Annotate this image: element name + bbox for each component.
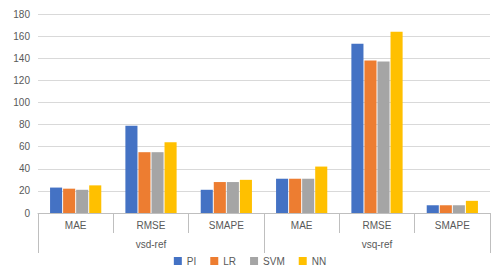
svg-text:RMSE: RMSE	[137, 220, 166, 231]
svg-text:LR: LR	[223, 256, 236, 267]
svg-text:80: 80	[19, 119, 31, 130]
svg-text:SVM: SVM	[263, 256, 285, 267]
svg-text:60: 60	[19, 141, 31, 152]
svg-text:RMSE: RMSE	[363, 220, 392, 231]
svg-text:20: 20	[19, 185, 31, 196]
svg-text:140: 140	[13, 53, 30, 64]
svg-text:NN: NN	[312, 256, 326, 267]
svg-text:120: 120	[13, 75, 30, 86]
svg-text:PI: PI	[187, 256, 196, 267]
svg-text:100: 100	[13, 97, 30, 108]
svg-text:SMAPE: SMAPE	[435, 220, 470, 231]
svg-text:0: 0	[24, 208, 30, 219]
svg-text:vsd-ref: vsd-ref	[136, 239, 167, 250]
svg-text:MAE: MAE	[65, 220, 87, 231]
svg-text:160: 160	[13, 31, 30, 42]
svg-text:180: 180	[13, 9, 30, 20]
svg-text:SMAPE: SMAPE	[209, 220, 244, 231]
svg-text:MAE: MAE	[291, 220, 313, 231]
svg-text:40: 40	[19, 163, 31, 174]
svg-text:vsq-ref: vsq-ref	[362, 239, 393, 250]
